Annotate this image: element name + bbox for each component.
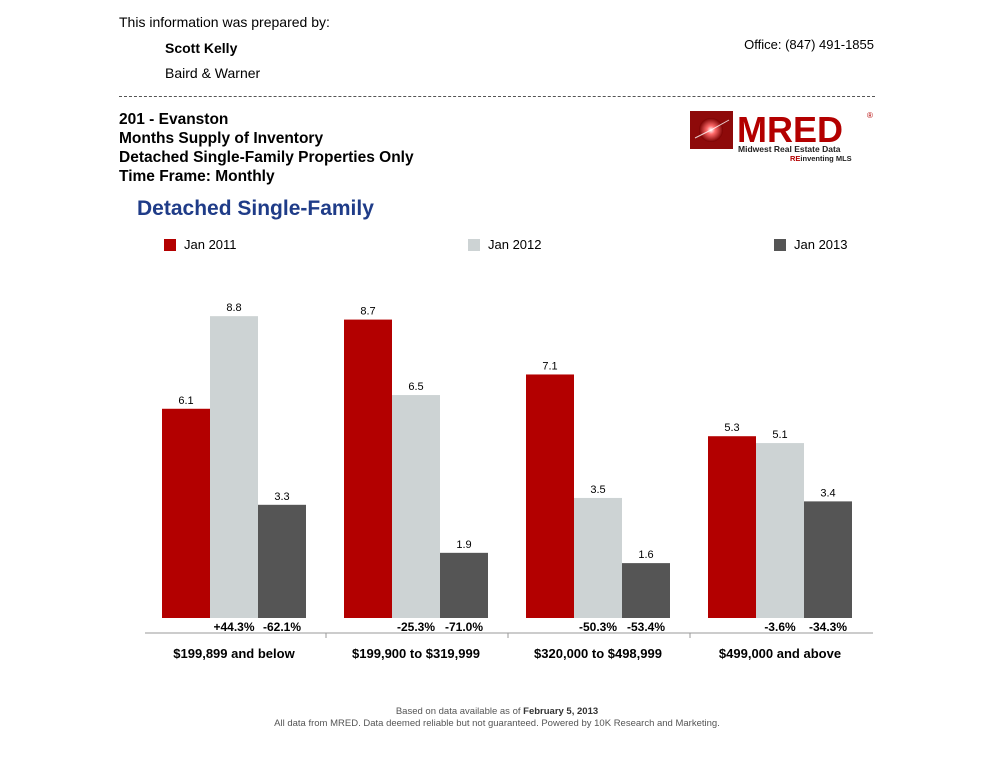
legend-item-jan-2012: Jan 2012 (468, 237, 542, 252)
agent-name: Scott Kelly (165, 40, 238, 56)
bar-jan-2013-4 (804, 501, 852, 618)
data-label-jan-2013-2: 1.9 (456, 539, 471, 551)
bar-jan-2013-3 (622, 563, 670, 618)
bar-jan-2011-4 (708, 436, 756, 618)
header-divider (119, 96, 875, 97)
bar-jan-2012-2 (392, 395, 440, 618)
pct-change-2013-2: -71.0% (445, 620, 483, 634)
legend-label-jan-2012: Jan 2012 (488, 237, 542, 252)
category-label-3: $320,000 to $498,999 (534, 646, 662, 661)
legend-swatch-jan-2013 (774, 238, 786, 251)
legend-item-jan-2013: Jan 2013 (774, 237, 848, 252)
logo-registered-mark: ® (867, 111, 873, 120)
bar-jan-2011-3 (526, 374, 574, 618)
bar-jan-2012-3 (574, 497, 622, 618)
pct-change-2013-4: -34.3% (809, 620, 847, 634)
legend-swatch-jan-2011 (164, 238, 176, 251)
data-label-jan-2013-1: 3.3 (274, 491, 289, 503)
data-label-jan-2012-1: 8.8 (226, 302, 241, 314)
pct-change-2013-1: -62.1% (263, 620, 301, 634)
bar-jan-2011-1 (162, 408, 210, 618)
prepared-by-label: This information was prepared by: (119, 14, 330, 30)
agent-company: Baird & Warner (165, 65, 261, 81)
office-phone: Office: (847) 491-1855 (744, 37, 874, 52)
data-label-jan-2011-4: 5.3 (724, 422, 739, 434)
data-label-jan-2012-4: 5.1 (772, 429, 787, 441)
pct-change-2012-1: +44.3% (213, 620, 254, 634)
report-time-frame: Time Frame: Monthly (119, 168, 275, 185)
mred-logo: MRED ® Midwest Real Estate Data REinvent… (690, 109, 873, 163)
bar-jan-2013-2 (440, 552, 488, 618)
report-area: 201 - Evanston (119, 111, 229, 128)
data-label-jan-2011-1: 6.1 (178, 395, 193, 407)
legend-item-jan-2011: Jan 2011 (164, 237, 237, 252)
category-label-4: $499,000 and above (719, 646, 841, 661)
report-property-type: Detached Single-Family Properties Only (119, 149, 414, 166)
pct-change-2012-4: -3.6% (764, 620, 796, 634)
data-label-jan-2012-3: 3.5 (590, 484, 605, 496)
data-label-jan-2012-2: 6.5 (408, 381, 423, 393)
bar-jan-2011-2 (344, 319, 392, 618)
legend-label-jan-2011: Jan 2011 (184, 237, 237, 252)
pct-change-2013-3: -53.4% (627, 620, 665, 634)
logo-subtagline: REinventing MLS (790, 154, 852, 163)
report-title: 201 - Evanston Months Supply of Inventor… (119, 110, 414, 186)
data-label-jan-2013-3: 1.6 (638, 549, 653, 561)
bar-jan-2012-1 (210, 316, 258, 618)
bar-jan-2013-1 (258, 504, 306, 618)
logo-wordmark: MRED (737, 109, 843, 150)
chart-title: Detached Single-Family (137, 197, 374, 220)
legend-swatch-jan-2012 (468, 238, 480, 251)
pct-change-2012-3: -50.3% (579, 620, 617, 634)
category-label-1: $199,899 and below (173, 646, 295, 661)
footer-data-date: Based on data available as of February 5… (0, 706, 994, 717)
data-label-jan-2011-2: 8.7 (360, 306, 375, 318)
data-label-jan-2011-3: 7.1 (542, 360, 557, 372)
footer-date-prefix: Based on data available as of (395, 706, 521, 717)
data-label-jan-2013-4: 3.4 (820, 487, 835, 499)
bar-jan-2012-4 (756, 443, 804, 618)
report-metric: Months Supply of Inventory (119, 130, 324, 147)
footer-date-value: February 5, 2013 (523, 706, 599, 717)
legend-label-jan-2013: Jan 2013 (794, 237, 848, 252)
pct-change-2012-2: -25.3% (397, 620, 435, 634)
logo-tagline: Midwest Real Estate Data (738, 144, 841, 154)
category-label-2: $199,900 to $319,999 (352, 646, 480, 661)
footer-disclaimer: All data from MRED. Data deemed reliable… (274, 718, 720, 729)
